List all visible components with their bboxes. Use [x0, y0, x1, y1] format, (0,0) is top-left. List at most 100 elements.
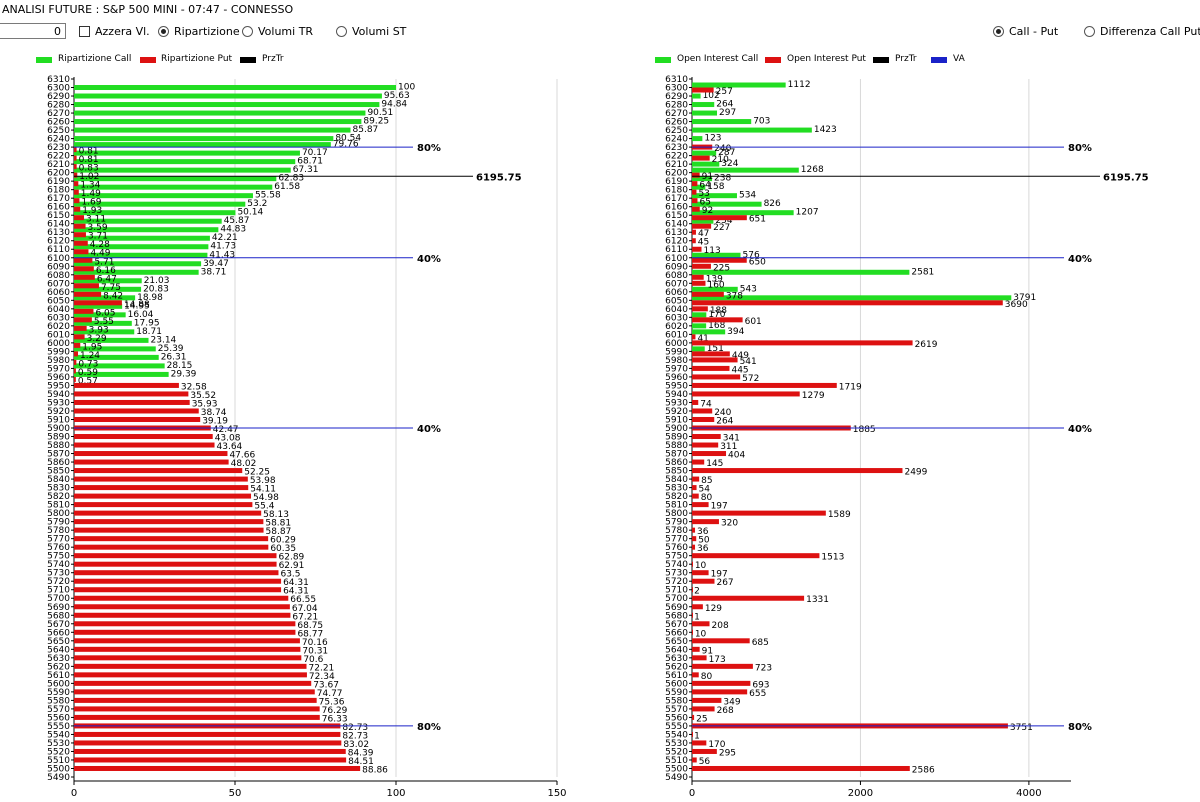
y-tick-label: 6200 — [47, 169, 70, 179]
call-bar — [74, 235, 210, 241]
put-bar-label: 1.69 — [81, 198, 101, 208]
put-bar — [74, 325, 87, 331]
radio-differenza[interactable] — [1084, 26, 1095, 37]
call-bar-label: 1112 — [788, 80, 811, 90]
call-bar — [74, 193, 253, 199]
azzera-checkbox[interactable] — [79, 26, 90, 37]
y-tick-label: 5840 — [665, 475, 688, 485]
y-tick-label: 5570 — [665, 705, 688, 715]
y-tick-label: 5850 — [665, 467, 688, 477]
ripartizione-chart: 6310630062906280627062606250624062306220… — [47, 75, 566, 799]
x-tick-label: 0 — [689, 788, 695, 799]
y-tick-label: 6260 — [665, 118, 688, 128]
put-bar-label: 67.04 — [292, 604, 318, 614]
y-tick-label: 5800 — [47, 509, 70, 519]
y-tick-label: 5610 — [47, 671, 70, 681]
call-bar — [692, 312, 707, 318]
y-tick-label: 6200 — [665, 169, 688, 179]
y-tick-label: 6000 — [47, 339, 70, 349]
y-tick-label: 5840 — [47, 475, 70, 485]
call-bar — [74, 261, 202, 267]
radio-differenza-label[interactable]: Differenza Call Put — [1100, 25, 1200, 38]
put-bar-label: 6.16 — [96, 266, 116, 276]
put-bar — [692, 731, 693, 737]
y-tick-label: 6050 — [665, 296, 688, 306]
radio-volumi-tr[interactable] — [242, 26, 253, 37]
y-tick-label: 6060 — [665, 288, 688, 298]
window-title: ANALISI FUTURE : S&P 500 MINI - 07:47 - … — [2, 3, 294, 16]
radio-ripartizione-label[interactable]: Ripartizione — [174, 25, 240, 38]
call-bar — [74, 354, 159, 360]
put-bar — [74, 510, 262, 516]
level-line-label: 40% — [417, 254, 441, 265]
y-tick-label: 5920 — [665, 407, 688, 417]
y-tick-label: 5570 — [47, 705, 70, 715]
y-tick-label: 5850 — [47, 467, 70, 477]
x-tick-label: 4000 — [1016, 788, 1041, 799]
call-bar — [692, 119, 752, 125]
y-tick-label: 5690 — [665, 603, 688, 613]
y-tick-label: 6280 — [665, 101, 688, 111]
y-tick-label: 6310 — [47, 75, 70, 85]
y-tick-label: 5690 — [47, 603, 70, 613]
put-bar — [74, 206, 81, 212]
put-bar-label: 5.71 — [94, 257, 114, 267]
y-tick-label: 6210 — [665, 160, 688, 170]
put-bar-label: 601 — [745, 317, 762, 327]
y-tick-label: 6030 — [665, 313, 688, 323]
put-bar-label: 7.75 — [101, 283, 121, 293]
y-tick-label: 6060 — [47, 288, 70, 298]
radio-call-put-label[interactable]: Call - Put — [1009, 25, 1059, 38]
call-bar-label: 21.03 — [144, 276, 170, 286]
y-tick-label: 6160 — [47, 203, 70, 213]
put-bar — [692, 215, 747, 221]
y-tick-label: 5590 — [665, 688, 688, 698]
put-bar — [692, 238, 696, 244]
call-bar — [74, 159, 296, 165]
put-bar — [74, 748, 346, 754]
azzera-label[interactable]: Azzera Vl. — [95, 25, 150, 38]
radio-volumi-st[interactable] — [336, 26, 347, 37]
put-bar — [692, 740, 707, 746]
call-bar-label: 39.47 — [203, 259, 229, 269]
y-tick-label: 6020 — [665, 322, 688, 332]
zero-value-input[interactable]: 0 — [0, 23, 66, 39]
call-bar — [74, 363, 165, 369]
put-bar — [692, 468, 903, 474]
put-bar-label: 0.81 — [79, 155, 99, 165]
call-bar — [74, 244, 209, 250]
put-bar-label: 3690 — [1005, 300, 1028, 310]
legend-label-prztr: PrzTr — [262, 54, 284, 64]
call-bar — [74, 329, 135, 335]
put-bar-label: 58.13 — [263, 510, 289, 520]
radio-call-put[interactable] — [993, 26, 1004, 37]
put-bar-label: 10 — [695, 561, 707, 571]
put-bar-label: 10 — [695, 629, 707, 639]
y-tick-label: 5780 — [47, 526, 70, 536]
put-bar — [74, 468, 243, 474]
y-tick-label: 5820 — [47, 492, 70, 502]
call-bar-label: 95.63 — [384, 91, 410, 101]
put-bar-label: 210 — [712, 155, 729, 165]
put-bar — [74, 283, 99, 289]
y-tick-label: 6140 — [47, 220, 70, 230]
call-bar-label: 23.14 — [151, 335, 177, 345]
put-bar — [692, 663, 753, 669]
y-tick-label: 5650 — [47, 637, 70, 647]
radio-volumi-st-label[interactable]: Volumi ST — [352, 25, 407, 38]
call-bar — [692, 161, 720, 167]
put-bar-label: 36 — [697, 544, 709, 554]
put-bar-label: 268 — [717, 706, 734, 716]
call-bar — [74, 312, 126, 318]
put-bar — [74, 493, 252, 499]
radio-volumi-tr-label[interactable]: Volumi TR — [258, 25, 314, 38]
y-tick-label: 5910 — [47, 415, 70, 425]
call-bar-label: 324 — [721, 159, 738, 169]
call-bar-label: 2581 — [911, 267, 934, 277]
put-bar-label: 53.98 — [250, 476, 276, 486]
y-tick-label: 5990 — [47, 347, 70, 357]
radio-ripartizione[interactable] — [158, 26, 169, 37]
put-bar-label: 1.49 — [81, 189, 101, 199]
y-tick-label: 5510 — [47, 756, 70, 766]
legend-label-put: Ripartizione Put — [161, 54, 233, 64]
